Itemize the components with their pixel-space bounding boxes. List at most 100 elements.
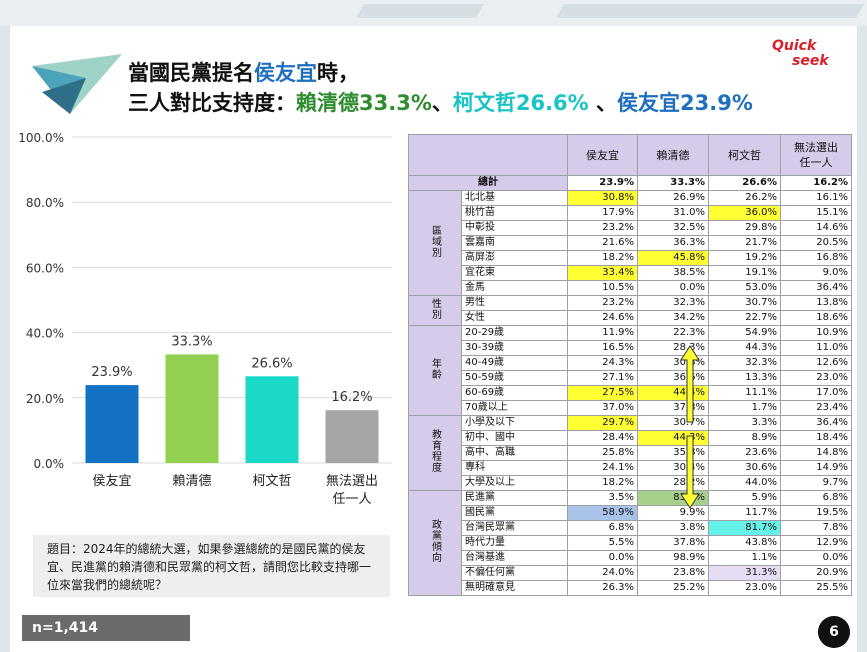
cell-value: 23.9%: [567, 175, 638, 191]
row-label: 專科: [461, 460, 568, 476]
row-label: 金馬: [461, 280, 568, 296]
cell-value: 12.6%: [780, 355, 852, 371]
cell-value: 3.5%: [567, 490, 638, 506]
cell-value: 23.6%: [708, 445, 781, 461]
cell-value: 26.9%: [637, 190, 709, 206]
row-label: 無明確意見: [461, 580, 568, 596]
svg-text:seek: seek: [792, 53, 830, 68]
title-line-1: 當國民黨提名侯友宜時，: [128, 61, 359, 85]
cell-value: 33.4%: [567, 265, 638, 281]
row-label: 不偏任何黨: [461, 565, 568, 581]
cell-value: 29.7%: [567, 415, 638, 431]
cell-value: 8.9%: [708, 430, 781, 446]
cell-value: 22.7%: [708, 310, 781, 326]
table-row: 女性 24.6% 34.2% 22.7% 18.6%: [409, 310, 852, 326]
cell-value: 29.8%: [708, 220, 781, 236]
table-row: 金馬 10.5% 0.0% 53.0% 36.4%: [409, 280, 852, 296]
cell-value: 21.6%: [567, 235, 638, 251]
cell-value: 19.5%: [780, 505, 852, 521]
question-box: 題目：2024年的總統大選，如果參選總統的是國民黨的侯友宜、民進黨的賴清德和民眾…: [33, 535, 390, 597]
row-label: 桃竹苗: [461, 205, 568, 221]
cell-value: 45.8%: [637, 250, 709, 266]
row-label: 70歲以上: [461, 400, 568, 416]
cell-value: 98.9%: [637, 550, 709, 566]
cell-value: 43.8%: [708, 535, 781, 551]
table-row: 台灣民眾黨 6.8% 3.8% 81.7% 7.8%: [409, 520, 852, 536]
paper-plane-icon: [32, 54, 122, 114]
cell-value: 14.8%: [780, 445, 852, 461]
cell-value: 58.9%: [567, 505, 638, 521]
x-category-label: 柯文哲: [252, 474, 291, 489]
cell-value: 36.3%: [637, 235, 709, 251]
table-row: 性別 男性 23.2% 32.3% 30.7% 13.8%: [408, 295, 852, 326]
row-label: 北北基: [461, 190, 568, 206]
cell-value: 16.5%: [567, 340, 638, 356]
x-category-label: 賴清德: [172, 474, 211, 489]
cell-value: 11.9%: [567, 325, 638, 341]
y-tick-label: 40.0%: [26, 327, 64, 341]
cell-value: 0.0%: [637, 280, 709, 296]
cell-value: 9.7%: [780, 475, 852, 491]
row-label: 時代力量: [461, 535, 568, 551]
quickseek-logo: Quick seek: [772, 38, 830, 68]
cell-value: 18.4%: [780, 430, 852, 446]
table-row: 中彰投 23.2% 32.5% 29.8% 14.6%: [409, 220, 852, 236]
row-label: 男性: [461, 295, 568, 311]
cell-value: 26.3%: [567, 580, 638, 596]
cell-value: 11.1%: [708, 385, 781, 401]
row-label: 50-59歲: [461, 370, 568, 386]
cell-value: 26.6%: [708, 175, 781, 191]
cell-value: 14.6%: [780, 220, 852, 236]
cell-value: 53.0%: [708, 280, 781, 296]
row-label: 40-49歲: [461, 355, 568, 371]
top-band: [0, 0, 867, 26]
table-row: 雲嘉南 21.6% 36.3% 21.7% 20.5%: [409, 235, 852, 251]
group-label: 政黨傾向: [408, 490, 462, 596]
cell-value: 30.8%: [567, 190, 638, 206]
y-tick-label: 100.0%: [18, 131, 64, 145]
cell-value: 32.3%: [637, 295, 709, 311]
row-label: 中彰投: [461, 220, 568, 236]
group-label: 教育程度: [408, 415, 462, 491]
x-category-label: 任一人: [332, 492, 371, 507]
group-label-text: 教育程度: [429, 429, 441, 473]
cell-value: 10.5%: [567, 280, 638, 296]
bar-chart: 0.0% 20.0% 40.0% 60.0% 80.0% 100.0% 23.9% 侯友宜 33…: [18, 131, 392, 507]
cell-value: 5.5%: [567, 535, 638, 551]
cell-value: 25.5%: [780, 580, 852, 596]
table-row: 區域別 北北基 30.8% 26.9% 26.2% 16.1%: [408, 190, 852, 296]
cell-value: 10.9%: [780, 325, 852, 341]
group-label-text: 性別: [429, 297, 441, 320]
row-label: 女性: [461, 310, 568, 326]
bar-value-label: 16.2%: [331, 390, 372, 405]
bar: [85, 385, 139, 463]
cell-value: 27.5%: [567, 385, 638, 401]
cell-value: 25.8%: [567, 445, 638, 461]
cell-value: 34.2%: [637, 310, 709, 326]
cell-value: 30.6%: [708, 460, 781, 476]
table-row: 高屏澎 18.2% 45.8% 19.2% 16.8%: [409, 250, 852, 266]
cell-value: 32.5%: [637, 220, 709, 236]
cell-value: 32.3%: [708, 355, 781, 371]
row-label: 國民黨: [461, 505, 568, 521]
table-row: 無明確意見 26.3% 25.2% 23.0% 25.5%: [409, 580, 852, 596]
group-label: 性別: [408, 295, 462, 326]
cell-value: 33.3%: [637, 175, 709, 191]
up-arrow-icon: [680, 345, 700, 423]
page-number: 6: [818, 616, 850, 648]
group-label-text: 區域別: [429, 224, 441, 258]
bar: [325, 410, 379, 463]
cell-value: 36.4%: [780, 415, 852, 431]
sample-size: n=1,414: [22, 615, 190, 641]
row-label: 60-69歲: [461, 385, 568, 401]
table-row-total: 總計 23.9% 33.3% 26.6% 16.2%: [408, 175, 852, 191]
row-label: 30-39歲: [461, 340, 568, 356]
cell-value: 11.0%: [780, 340, 852, 356]
table-row: 台灣基進 0.0% 98.9% 1.1% 0.0%: [409, 550, 852, 566]
cell-value: 18.2%: [567, 475, 638, 491]
